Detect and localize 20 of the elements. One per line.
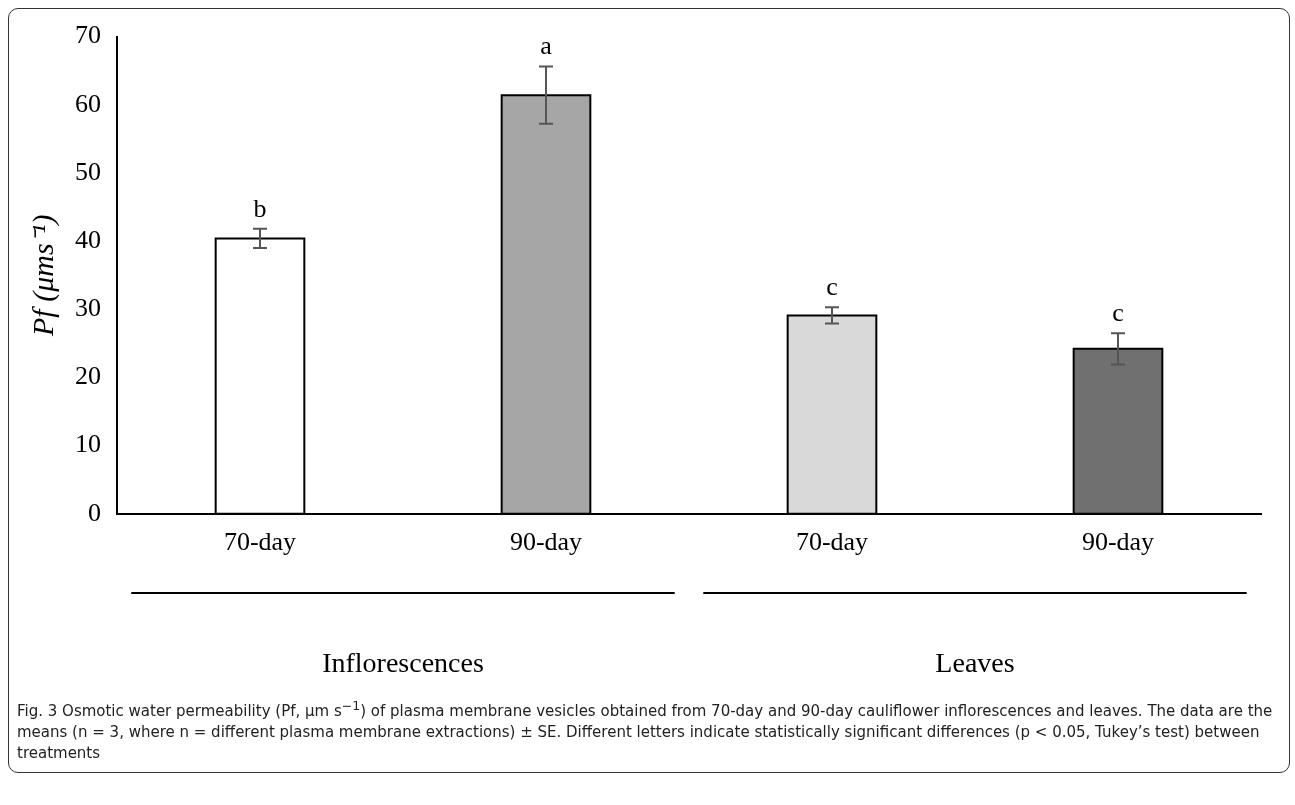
y-tick-label: 40 bbox=[75, 224, 101, 254]
data-label: a bbox=[540, 31, 553, 61]
y-tick-label: 0 bbox=[88, 497, 101, 527]
text: Leaves bbox=[935, 647, 1015, 679]
text: Inflorescences bbox=[322, 647, 484, 679]
y-axis-title: Pf (μms⁻¹) bbox=[25, 214, 60, 337]
x-tick-label: 70-day bbox=[223, 527, 297, 557]
y-tick-label: 10 bbox=[75, 429, 101, 459]
y-tick-label: 30 bbox=[75, 293, 101, 323]
data-label: c bbox=[826, 272, 838, 302]
x-tick-label: 90-day bbox=[1081, 527, 1155, 557]
x-tick-label: 70-day bbox=[795, 527, 869, 557]
y-tick-label: 20 bbox=[75, 361, 101, 391]
data-label: c bbox=[1112, 297, 1124, 327]
y-tick-label: 50 bbox=[75, 156, 101, 186]
caption: Fig. 3 Osmotic water permeability (Pf, μm s$^{−1}$) of plasma membrane vesicles obtained from 70-day and 90-day cauliflower inflorescences and leaves. The data are the means (n = 3, where n = different plasma membrane extractions) ± SE. Different letters indicate statistically significant differences (p < 0.05, Tukey’s test) between treatments bbox=[16, 697, 1274, 764]
y-tick-label: 70 bbox=[75, 20, 101, 50]
data-label: b bbox=[253, 193, 267, 223]
y-tick-label: 60 bbox=[75, 88, 101, 118]
x-tick-label: 90-day bbox=[509, 527, 583, 557]
